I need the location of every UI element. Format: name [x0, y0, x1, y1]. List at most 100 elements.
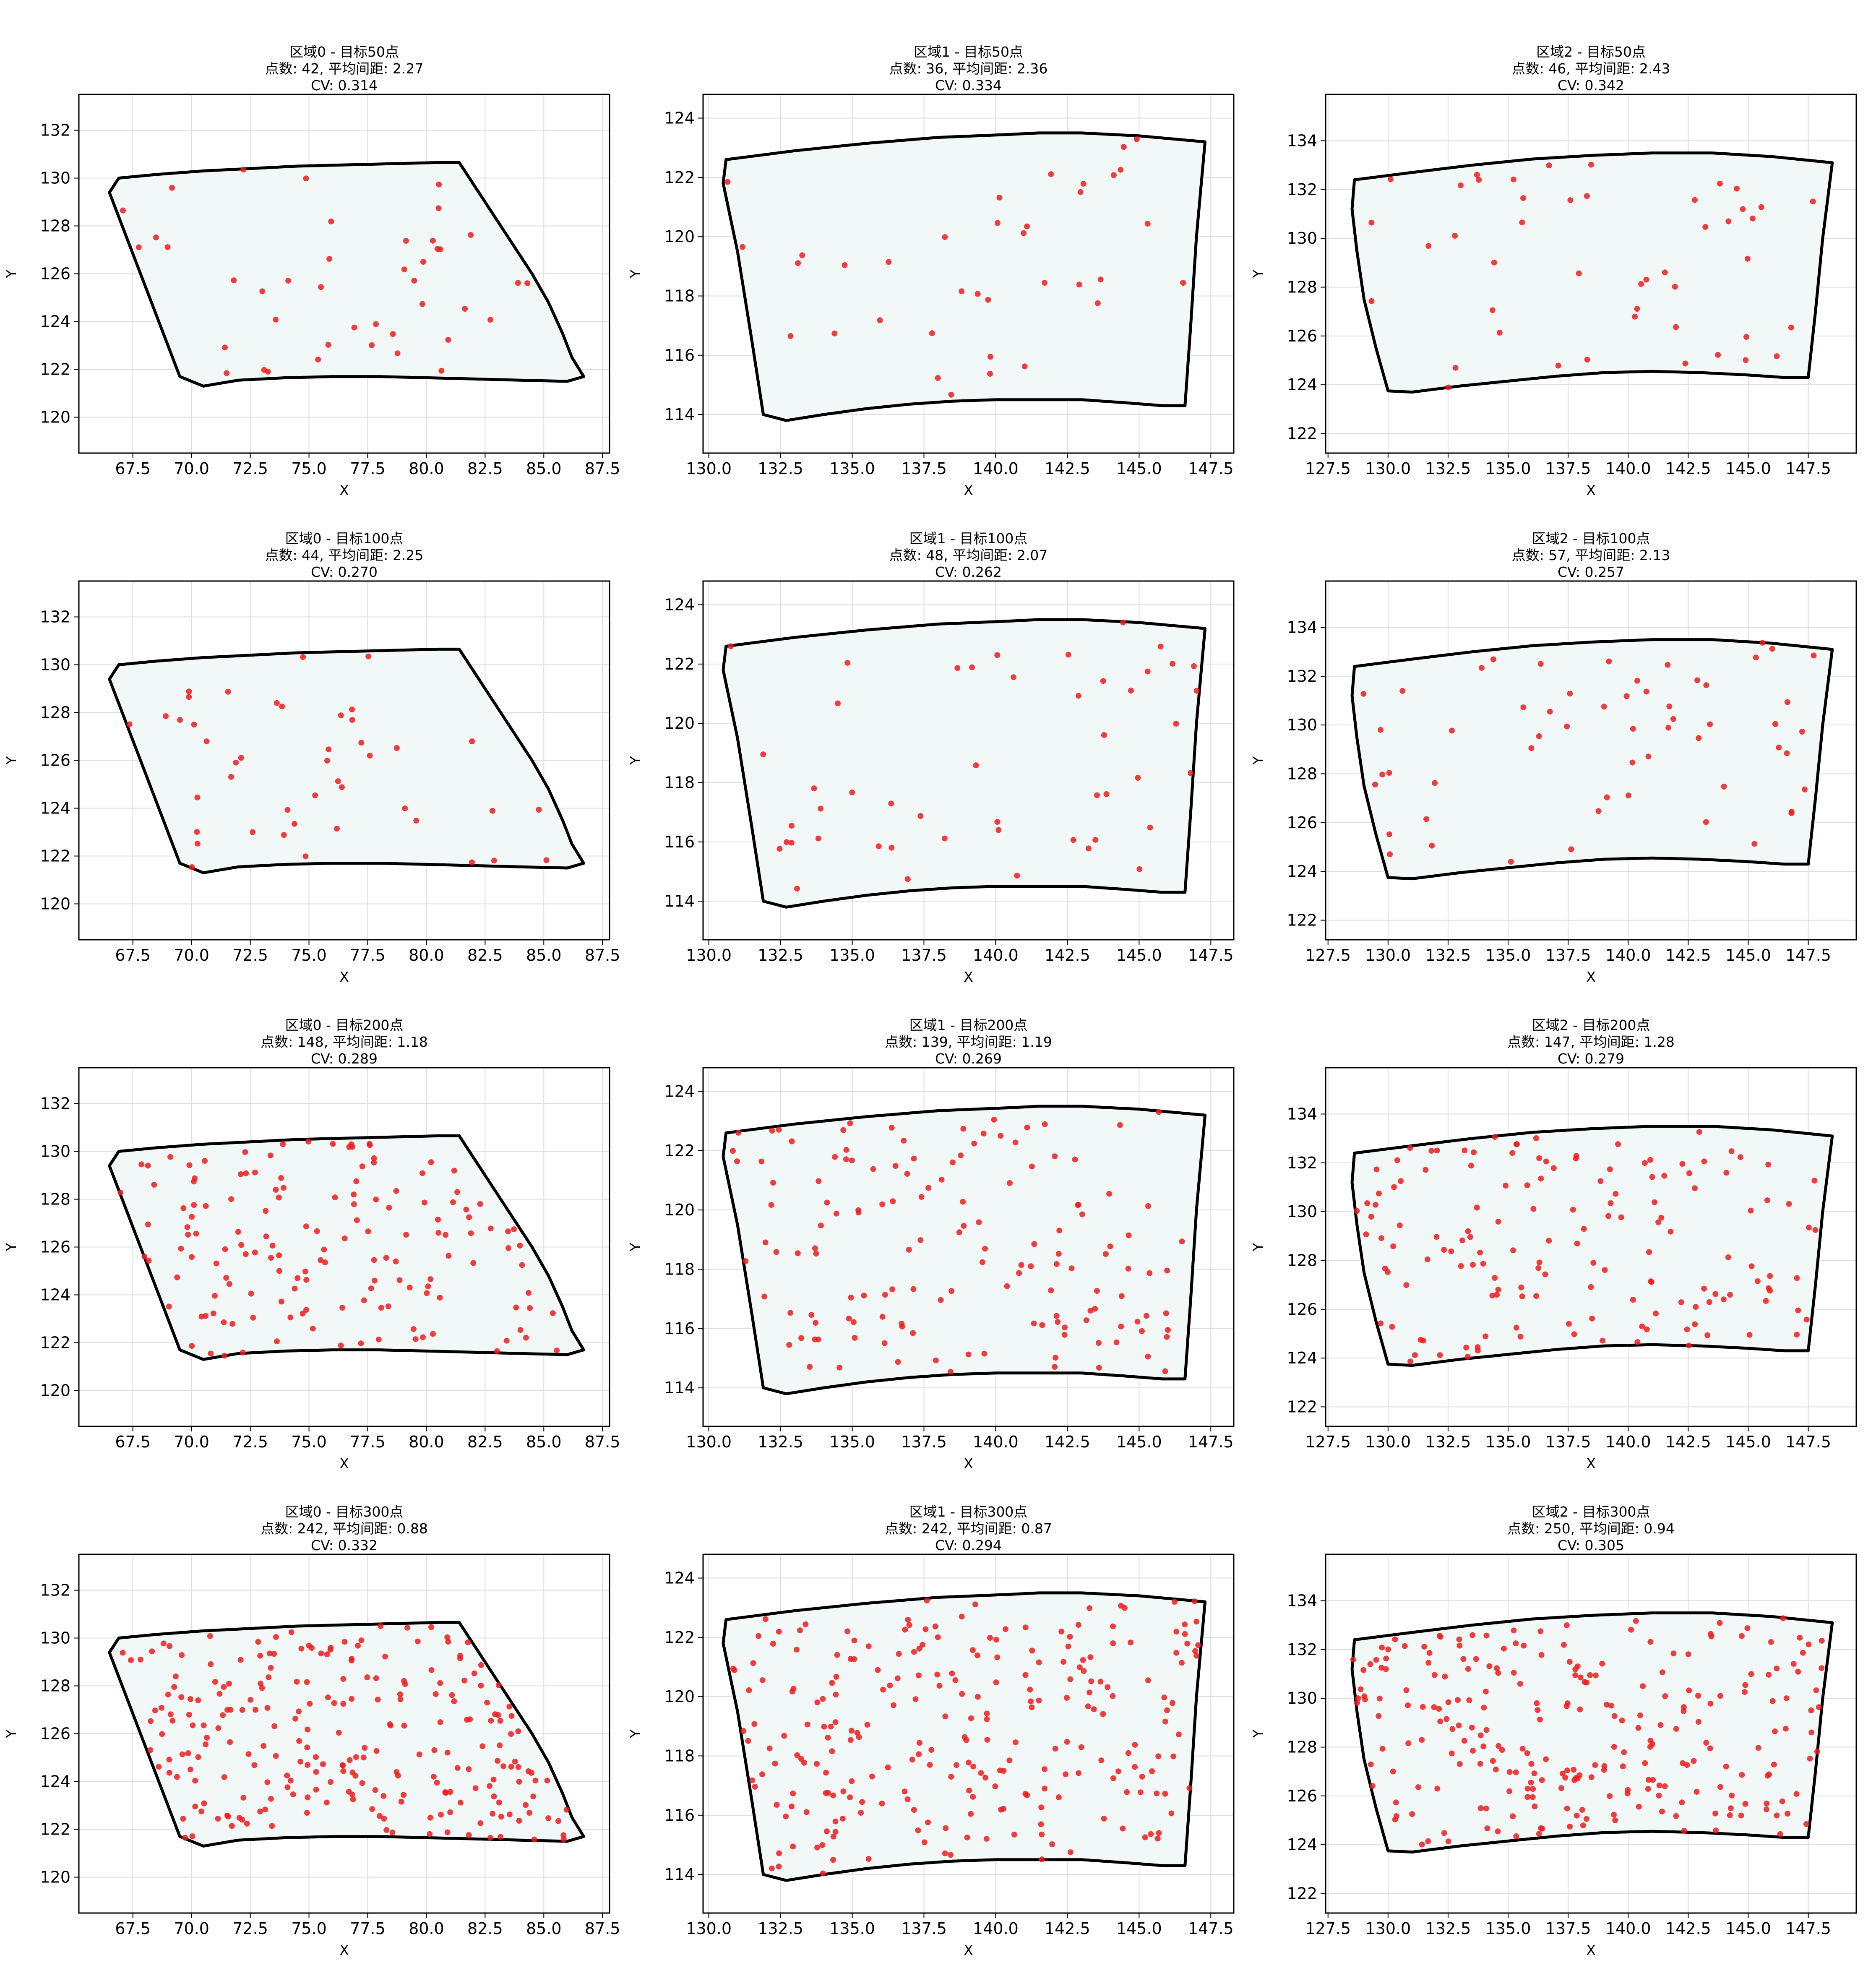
- data-point: [451, 1698, 457, 1705]
- data-point: [228, 774, 234, 780]
- y-tick-label: 114: [664, 405, 695, 424]
- x-tick-label: 130.0: [1365, 946, 1411, 964]
- data-point: [1080, 1657, 1086, 1663]
- data-point: [1537, 1716, 1543, 1723]
- data-point: [1634, 306, 1640, 312]
- data-point: [1387, 176, 1394, 182]
- data-point: [1173, 1650, 1180, 1656]
- data-point: [491, 858, 497, 864]
- data-point: [1164, 1267, 1170, 1274]
- data-point: [992, 1783, 998, 1789]
- data-point: [1053, 1313, 1060, 1319]
- data-point: [1456, 1636, 1462, 1642]
- x-tick-label: 137.5: [1545, 946, 1591, 964]
- data-point: [349, 1791, 355, 1798]
- y-axis-label: Y: [1250, 269, 1266, 279]
- data-point: [1501, 1645, 1507, 1652]
- data-point: [1091, 1706, 1097, 1713]
- data-point: [816, 1178, 822, 1184]
- data-point: [799, 252, 805, 258]
- data-point: [248, 1697, 254, 1703]
- x-tick-label: 145.0: [1116, 1433, 1162, 1451]
- x-axis-label: X: [964, 1942, 973, 1958]
- data-point: [1767, 1288, 1773, 1294]
- data-point: [297, 1759, 304, 1765]
- data-point: [177, 717, 183, 723]
- data-point: [212, 1679, 218, 1685]
- data-point: [1696, 1719, 1702, 1725]
- subplot-title-line: 点数: 148, 平均间距: 1.18: [261, 1034, 428, 1050]
- data-point: [1067, 1676, 1073, 1682]
- data-point: [1584, 193, 1590, 199]
- y-tick-label: 120: [40, 1868, 70, 1887]
- data-point: [554, 1348, 560, 1354]
- data-point: [768, 1202, 774, 1208]
- data-point: [1147, 824, 1153, 831]
- data-point: [1494, 1292, 1500, 1298]
- data-point: [1079, 1211, 1085, 1217]
- data-point: [759, 1677, 766, 1684]
- data-point: [852, 1335, 858, 1341]
- data-point: [1361, 1693, 1368, 1699]
- data-point: [378, 1305, 384, 1311]
- data-point: [324, 758, 330, 764]
- data-point: [929, 330, 935, 336]
- x-tick-label: 127.5: [1305, 459, 1351, 478]
- data-point: [318, 1257, 324, 1263]
- data-point: [1783, 1695, 1790, 1702]
- data-point: [762, 1616, 769, 1622]
- data-point: [984, 1716, 990, 1722]
- data-point: [1117, 1122, 1123, 1128]
- x-tick-label: 132.5: [758, 1919, 803, 1938]
- y-tick-label: 128: [1287, 278, 1317, 296]
- data-point: [804, 1721, 810, 1728]
- data-point: [334, 826, 340, 832]
- region-boundary: [108, 647, 585, 874]
- x-tick-label: 135.0: [829, 459, 875, 478]
- data-point: [1615, 1141, 1621, 1147]
- data-point: [974, 1653, 981, 1658]
- data-point: [1547, 709, 1553, 715]
- data-point: [1001, 1768, 1007, 1774]
- y-tick-label: 114: [664, 1865, 695, 1884]
- data-point: [240, 1794, 247, 1801]
- x-tick-label: 142.5: [1665, 946, 1711, 964]
- y-tick-label: 118: [664, 287, 695, 305]
- data-point: [250, 1314, 256, 1321]
- data-point: [1469, 1725, 1475, 1731]
- data-point: [198, 1314, 205, 1320]
- data-point: [910, 1330, 916, 1336]
- y-tick-label: 128: [1287, 1738, 1317, 1756]
- data-point: [1052, 1746, 1058, 1752]
- data-point: [1368, 298, 1375, 304]
- data-point: [1431, 1704, 1437, 1710]
- data-point: [1811, 1178, 1818, 1184]
- data-point: [393, 1258, 399, 1264]
- data-point: [904, 1796, 911, 1802]
- data-point: [427, 1276, 434, 1282]
- data-point: [1534, 1700, 1540, 1706]
- data-point: [1725, 1254, 1731, 1260]
- data-point: [1493, 1766, 1499, 1772]
- data-point: [373, 1748, 380, 1754]
- x-tick-label: 67.5: [115, 946, 151, 964]
- data-point: [971, 1140, 977, 1147]
- data-point: [1511, 1627, 1517, 1634]
- data-point: [257, 1809, 263, 1814]
- data-point: [1799, 729, 1805, 735]
- data-point: [730, 1148, 736, 1154]
- data-point: [956, 1229, 962, 1236]
- data-point: [1431, 1672, 1438, 1678]
- data-point: [1686, 1687, 1692, 1694]
- data-point: [1455, 1697, 1461, 1703]
- data-point: [1808, 1707, 1814, 1713]
- data-point: [1423, 816, 1430, 822]
- data-point: [1392, 1636, 1398, 1642]
- x-axis-label: X: [1586, 969, 1596, 985]
- x-axis-label: X: [1586, 1942, 1596, 1958]
- subplot-title-line: CV: 0.342: [1558, 77, 1624, 94]
- data-point: [1605, 1213, 1611, 1219]
- data-point: [1464, 1354, 1471, 1360]
- data-point: [1539, 1777, 1545, 1783]
